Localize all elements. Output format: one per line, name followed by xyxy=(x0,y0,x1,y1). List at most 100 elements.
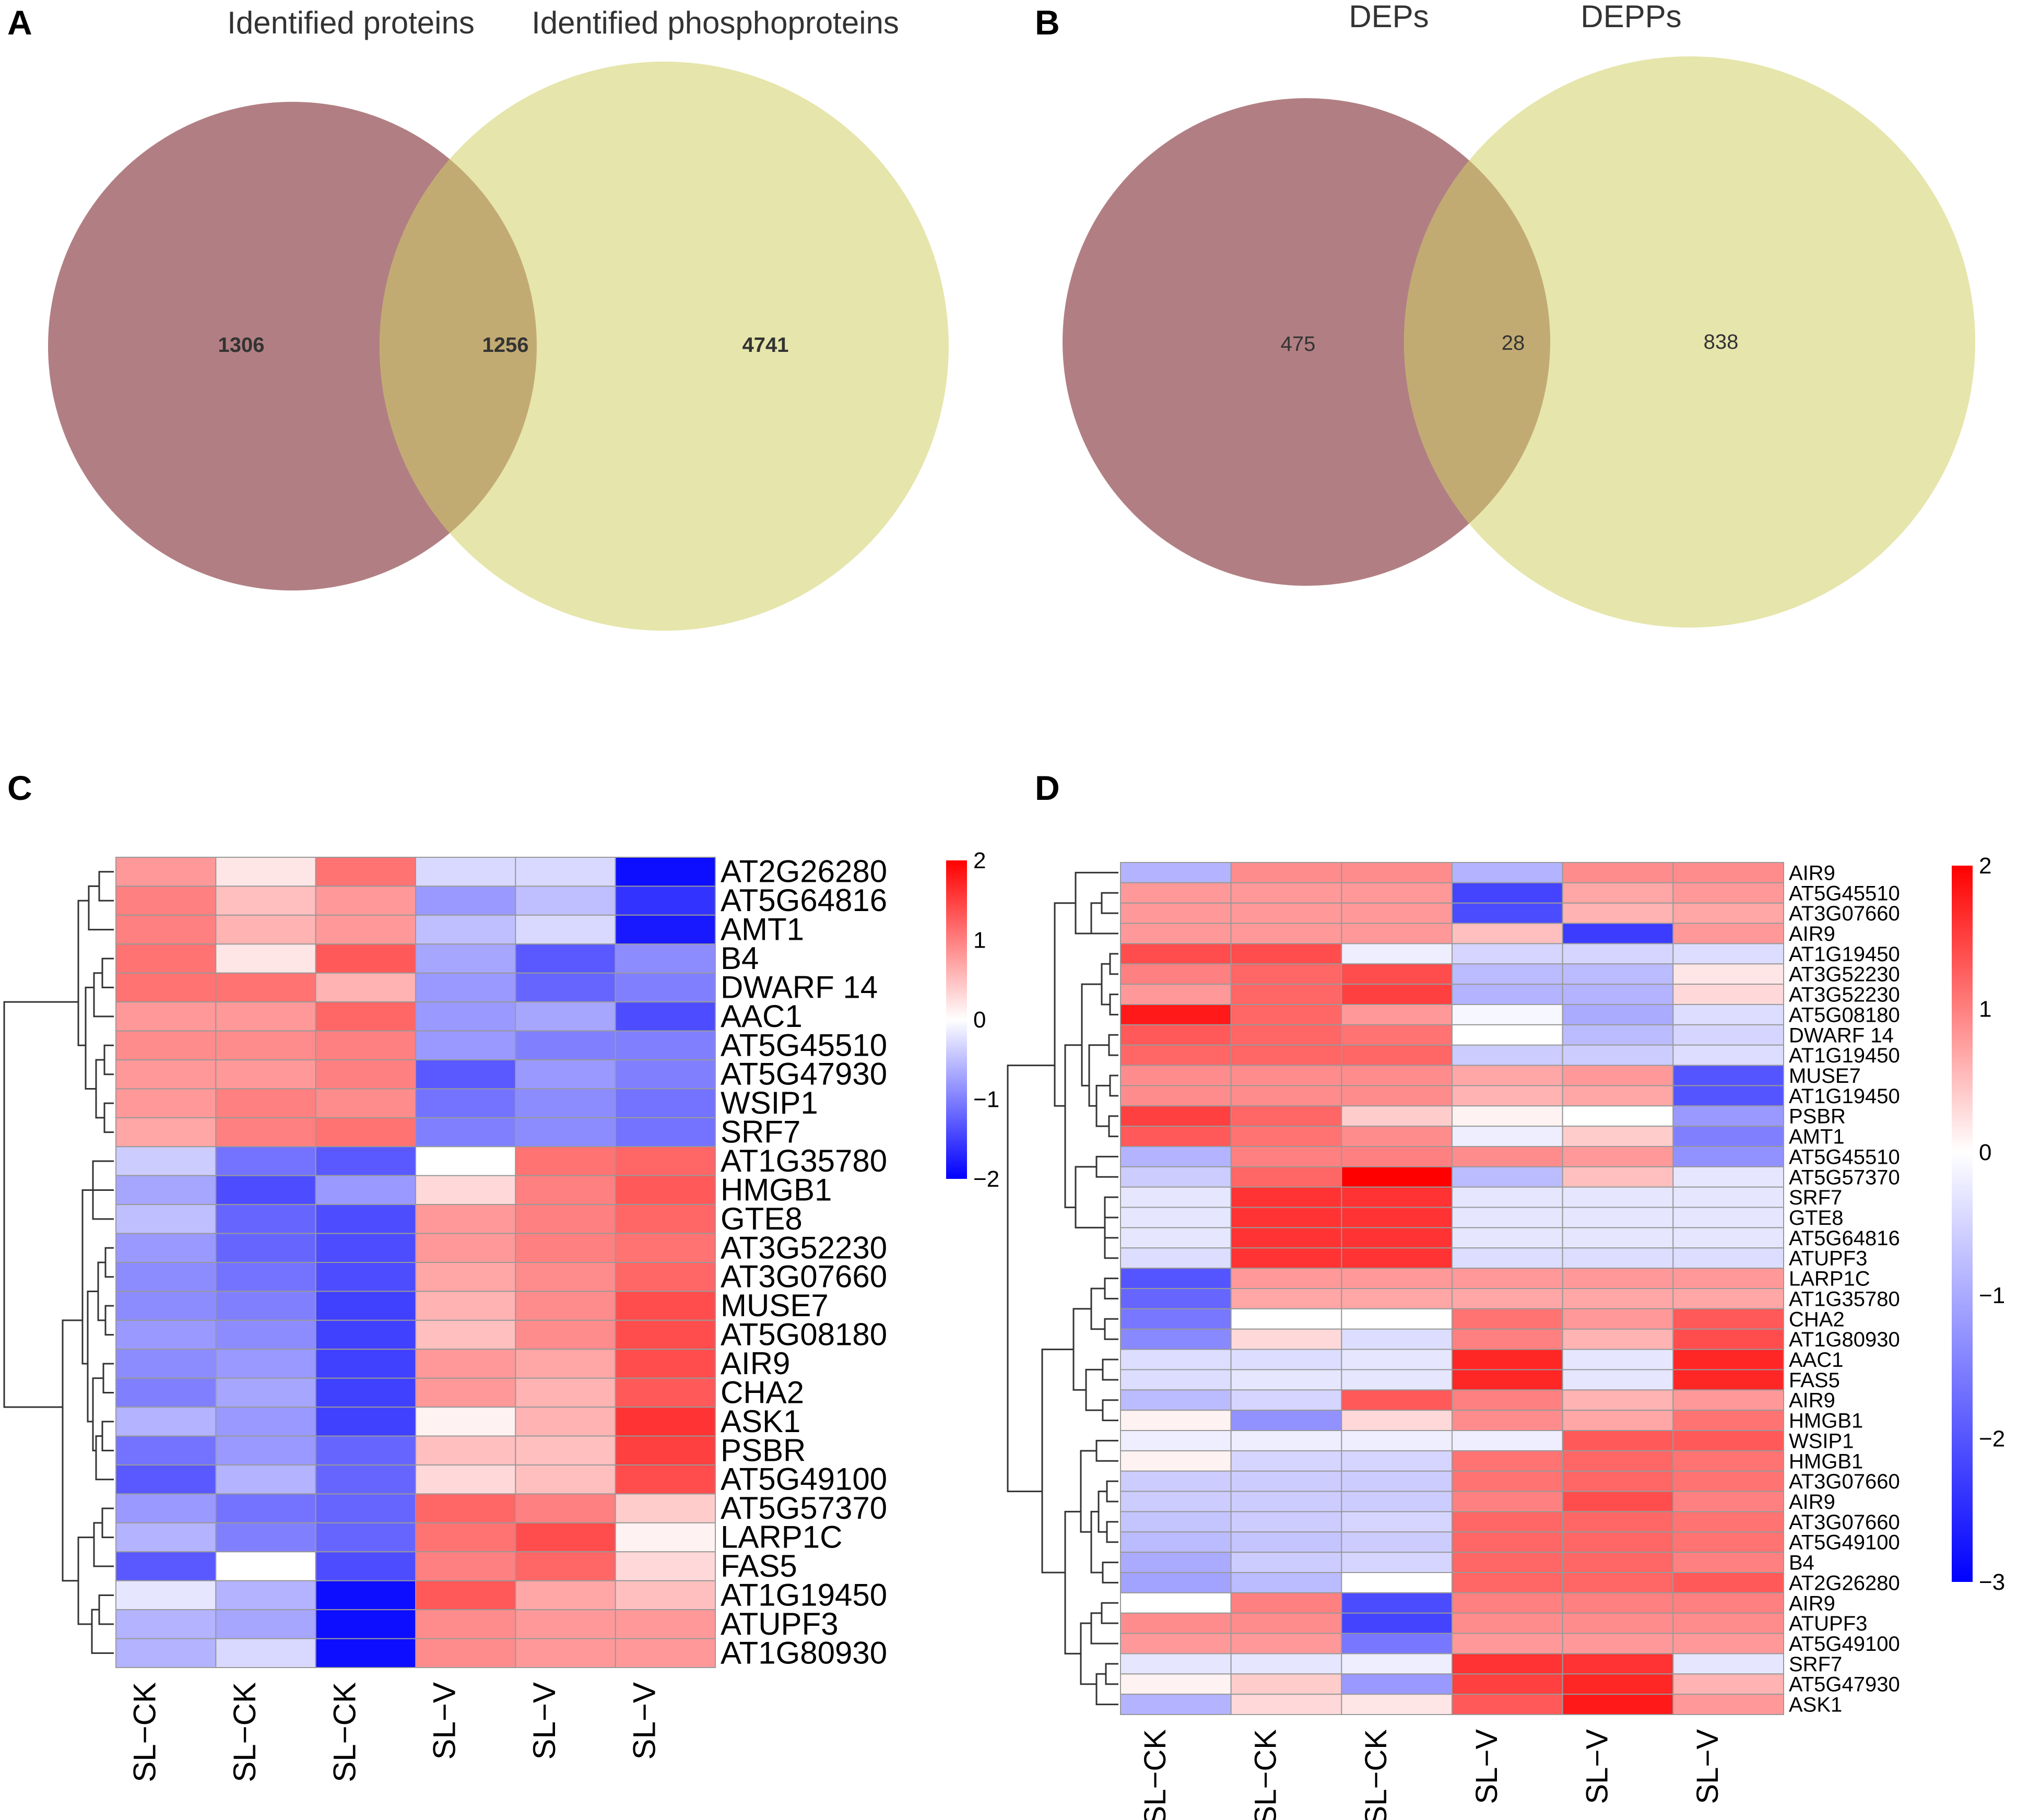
heatmap-d-cell xyxy=(1230,1491,1342,1512)
heatmap-d-cell xyxy=(1230,1592,1342,1614)
heatmap-d-dendrogram-branch xyxy=(1102,1358,1118,1381)
heatmap-d-cell xyxy=(1230,1612,1342,1634)
heatmap-d-colorbar-tick: 1 xyxy=(1979,996,1991,1022)
heatmap-d-cell xyxy=(1230,1450,1342,1472)
heatmap-c-cell xyxy=(615,1291,716,1321)
heatmap-d-cell xyxy=(1230,1024,1342,1046)
heatmap-c-cell xyxy=(615,1175,716,1206)
heatmap-d-cell xyxy=(1562,943,1674,965)
heatmap-d-dendrogram-branch xyxy=(1090,1510,1103,1574)
heatmap-c-cell xyxy=(315,1088,417,1118)
heatmap-d-cell xyxy=(1120,1328,1232,1350)
heatmap-c-row-label: LARP1C xyxy=(721,1520,842,1555)
heatmap-c-cell xyxy=(515,1551,616,1581)
heatmap-c-cell xyxy=(415,1522,516,1553)
heatmap-c-cell xyxy=(315,1262,417,1292)
heatmap-d-dendrogram-branch xyxy=(1101,963,1110,1006)
heatmap-c-row-label: PSBR xyxy=(721,1433,806,1468)
heatmap-d-cell xyxy=(1120,1186,1232,1208)
heatmap-d-cell xyxy=(1672,1065,1784,1086)
heatmap-d-cell xyxy=(1562,923,1674,944)
heatmap-d-cell xyxy=(1341,1044,1453,1066)
heatmap-d-cell xyxy=(1562,1227,1674,1249)
heatmap-c-cell xyxy=(415,1609,516,1639)
heatmap-d-dendrogram-branch xyxy=(1106,1521,1118,1543)
heatmap-c-dendrogram-branch xyxy=(97,1261,105,1321)
heatmap-c-dendrogram-branch xyxy=(93,972,114,1018)
heatmap-d-cell xyxy=(1120,1653,1232,1675)
heatmap-d-cell xyxy=(1562,1288,1674,1309)
heatmap-d-cell xyxy=(1230,1410,1342,1431)
heatmap-c-row-label: DWARF 14 xyxy=(721,970,878,1004)
heatmap-d-cell xyxy=(1672,862,1784,883)
heatmap-c-cell xyxy=(315,1407,417,1437)
heatmap-d-cell xyxy=(1341,1024,1453,1046)
heatmap-c-cell xyxy=(215,1291,316,1321)
heatmap-d-cell xyxy=(1230,1552,1342,1573)
heatmap-d-cell xyxy=(1230,1146,1342,1167)
heatmap-d-cell xyxy=(1120,1288,1232,1309)
heatmap-c-cell xyxy=(615,943,716,974)
heatmap-d-dendrogram-branch xyxy=(1095,1673,1118,1706)
heatmap-c-cell xyxy=(115,1262,217,1292)
heatmap-c-cell xyxy=(415,1291,516,1321)
heatmap-d-row-label: GTE8 xyxy=(1789,1207,1843,1230)
heatmap-d-cell xyxy=(1341,882,1453,904)
heatmap-d-dendrogram-branch xyxy=(1095,1439,1118,1462)
heatmap-c-cell xyxy=(215,1319,316,1350)
heatmap-c-dendrogram-branch xyxy=(102,1363,114,1393)
heatmap-d-cell xyxy=(1672,1633,1784,1654)
heatmap-d-dendrogram-branch xyxy=(1090,1287,1105,1330)
heatmap-d-row-label: CHA2 xyxy=(1789,1308,1845,1331)
heatmap-c-colorbar-tick: 2 xyxy=(973,848,986,873)
heatmap-d-cell xyxy=(1452,1349,1563,1370)
heatmap-c-dendrogram-branch xyxy=(91,1609,114,1654)
heatmap-c-cell xyxy=(315,885,417,916)
heatmap-d-cell xyxy=(1672,1247,1784,1269)
heatmap-d-dendrogram-branch xyxy=(1108,1034,1118,1056)
heatmap-c-dendrogram-branch xyxy=(101,1421,114,1451)
heatmap-d-colorbar-tick: 0 xyxy=(1979,1140,1991,1165)
heatmap-c-cell xyxy=(515,1117,616,1148)
heatmap-d-row-label: AIR9 xyxy=(1789,923,1835,946)
heatmap-d-cell xyxy=(1120,1633,1232,1654)
heatmap-c-row-label: CHA2 xyxy=(721,1375,804,1410)
heatmap-d-cell xyxy=(1341,1694,1453,1715)
heatmap-d-row-label: AT1G19450 xyxy=(1789,1044,1900,1067)
heatmap-d-cell xyxy=(1120,1349,1232,1370)
heatmap-c-cell xyxy=(315,972,417,1003)
heatmap-d-cell xyxy=(1672,1592,1784,1614)
heatmap-c-cell xyxy=(115,1030,217,1060)
heatmap-c-cell xyxy=(315,1580,417,1611)
heatmap-c-cell xyxy=(315,1609,417,1639)
panel-letter-d: D xyxy=(1035,769,1060,807)
heatmap-d-dendrogram-branch xyxy=(1085,1368,1103,1411)
heatmap-c-row-label: ASK1 xyxy=(721,1404,800,1439)
heatmap-c-cell xyxy=(115,972,217,1003)
heatmap-c-cell xyxy=(215,914,316,945)
heatmap-c-cell xyxy=(615,1319,716,1350)
heatmap-c-cell xyxy=(315,1001,417,1032)
heatmap-c-cell xyxy=(415,1580,516,1611)
heatmap-d-dendrogram-branch xyxy=(1104,1318,1118,1340)
heatmap-c-cell xyxy=(415,1030,516,1060)
heatmap-d-cell xyxy=(1341,1166,1453,1188)
heatmap-c-cell xyxy=(115,1580,217,1611)
heatmap-c-cell xyxy=(515,1291,616,1321)
heatmap-c-cell xyxy=(415,1551,516,1581)
heatmap-c-cell xyxy=(115,885,217,916)
heatmap-c-cell xyxy=(615,1030,716,1060)
heatmap-c-dendrogram-branch xyxy=(103,1044,114,1076)
heatmap-d-cell xyxy=(1452,862,1563,883)
heatmap-c-cell xyxy=(215,1493,316,1523)
heatmap-d-cell xyxy=(1230,984,1342,1005)
heatmap-d-cell xyxy=(1341,1572,1453,1593)
heatmap-c-cell xyxy=(615,1464,716,1495)
heatmap-d-cell xyxy=(1341,943,1453,965)
heatmap-d-cell xyxy=(1562,1572,1674,1593)
heatmap-d-cell xyxy=(1341,1065,1453,1086)
heatmap-c-row-label: AT1G19450 xyxy=(721,1577,887,1612)
heatmap-d-cell xyxy=(1341,1308,1453,1330)
heatmap-d-cell xyxy=(1562,1653,1674,1675)
heatmap-d-cell xyxy=(1562,1592,1674,1614)
